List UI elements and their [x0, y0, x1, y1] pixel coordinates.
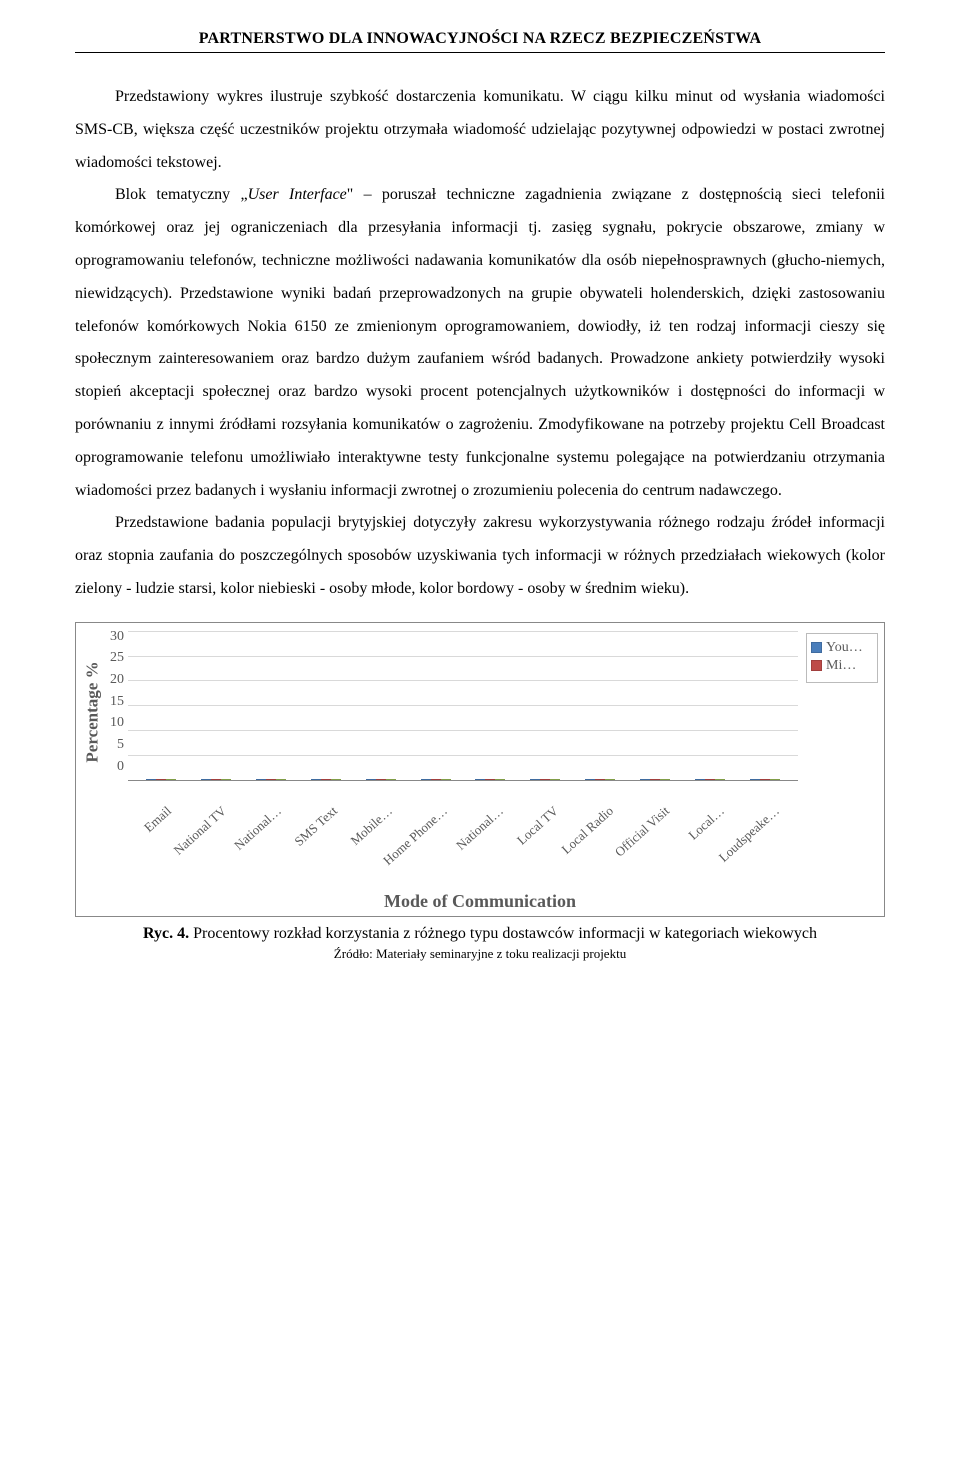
paragraph-1b: Blok tematyczny „User Interface" – porus…	[75, 179, 885, 507]
legend-item: Mi…	[811, 658, 873, 674]
figure-caption: Ryc. 4. Procentowy rozkład korzystania z…	[75, 923, 885, 945]
page-header: PARTNERSTWO DLA INNOWACYJNOŚCI NA RZECZ …	[75, 30, 885, 53]
para1-italic: User Interface	[248, 186, 347, 203]
caption-prefix: Ryc. 4.	[143, 925, 189, 942]
legend-item: You…	[811, 640, 873, 656]
chart-area: Percentage % 30 25 20 15 10 5 0 You… Mi…	[76, 627, 884, 797]
x-axis-line	[128, 780, 798, 781]
plot-area	[128, 631, 798, 781]
chart-frame: Percentage % 30 25 20 15 10 5 0 You… Mi… EmailN…	[75, 622, 885, 917]
y-tick: 15	[110, 694, 124, 710]
legend: You… Mi…	[806, 633, 878, 683]
legend-label: Mi…	[826, 658, 856, 674]
paragraph-1: Przedstawiony wykres ilustruje szybkość …	[75, 81, 885, 179]
paragraph-2: Przedstawione badania populacji brytyjsk…	[75, 507, 885, 605]
para1-b: Blok tematyczny „	[115, 186, 248, 203]
x-axis-labels: EmailNational TVNational…SMS TextMobile……	[76, 797, 884, 889]
legend-swatch	[811, 642, 822, 653]
x-tick-label: National…	[247, 797, 302, 889]
para1-c: " – poruszał techniczne zagadnienia zwią…	[75, 186, 885, 498]
para1-a: Przedstawiony wykres ilustruje szybkość …	[75, 88, 885, 171]
y-tick: 0	[117, 759, 124, 775]
x-tick-label: Loudspeake…	[745, 797, 800, 889]
legend-label: You…	[826, 640, 863, 656]
x-tick-label: National…	[468, 797, 523, 889]
bars-row	[128, 631, 798, 781]
y-tick: 30	[110, 629, 124, 645]
y-tick: 10	[110, 715, 124, 731]
y-tick: 25	[110, 650, 124, 666]
legend-swatch	[811, 660, 822, 671]
y-axis-ticks: 30 25 20 15 10 5 0	[110, 627, 128, 777]
x-tick-label: SMS Text	[302, 797, 357, 889]
x-tick-label: Official Visit	[634, 797, 689, 889]
y-axis-label: Percentage %	[76, 627, 110, 797]
figure-source: Źródło: Materiały seminaryjne z toku rea…	[75, 946, 885, 962]
y-tick: 5	[117, 737, 124, 753]
caption-text: Procentowy rozkład korzystania z różnego…	[189, 925, 817, 942]
y-tick: 20	[110, 672, 124, 688]
x-axis-title: Mode of Communication	[76, 891, 884, 912]
body-text: Przedstawiony wykres ilustruje szybkość …	[75, 81, 885, 606]
